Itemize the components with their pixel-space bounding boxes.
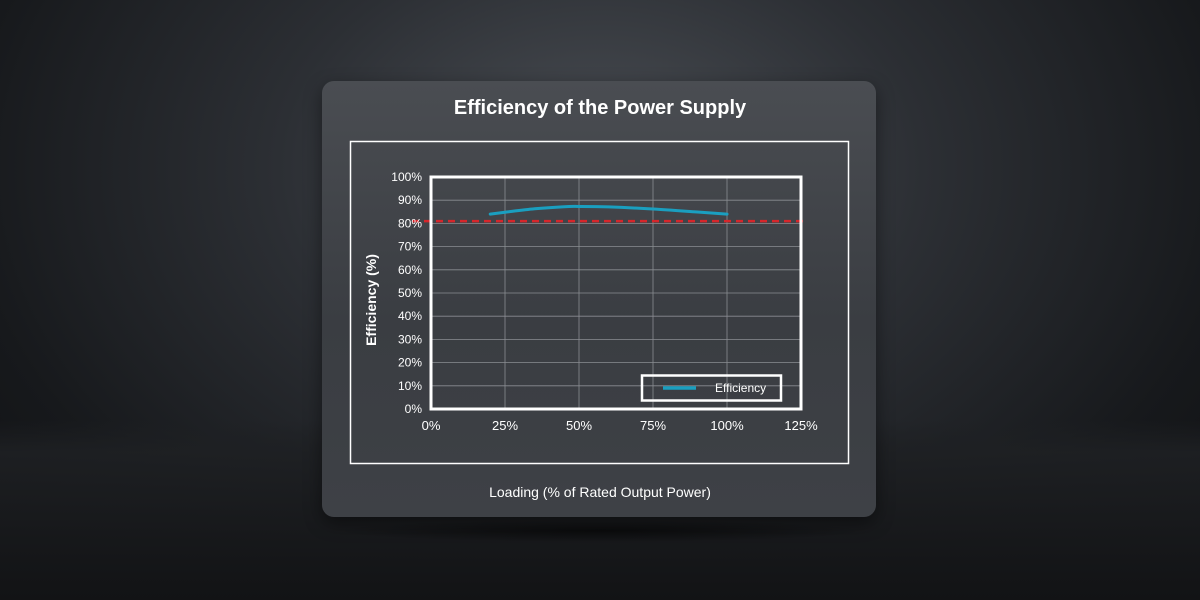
x-tick-label: 75%: [640, 418, 666, 433]
series-line-efficiency: [488, 204, 729, 216]
x-tick-label: 100%: [710, 418, 744, 433]
y-tick-label: 20%: [398, 356, 422, 370]
y-axis-label: Efficiency (%): [363, 254, 379, 346]
x-tick-label: 25%: [492, 418, 518, 433]
y-tick-label: 70%: [398, 240, 422, 254]
x-tick-label: 0%: [422, 418, 441, 433]
x-tick-label: 125%: [784, 418, 818, 433]
y-tick-label: 50%: [398, 286, 422, 300]
y-tick-labels: 0% 10% 20% 30% 40% 50% 60% 70% 80% 90% 100%: [391, 170, 422, 416]
x-axis-label: Loading (% of Rated Output Power): [489, 484, 711, 500]
x-tick-label: 50%: [566, 418, 592, 433]
y-tick-label: 100%: [391, 170, 422, 184]
legend: Efficiency: [640, 374, 783, 402]
y-tick-label: 90%: [398, 193, 422, 207]
y-tick-label: 40%: [398, 309, 422, 323]
y-tick-label: 30%: [398, 332, 422, 346]
y-tick-label: 60%: [398, 263, 422, 277]
chart-frame: [349, 140, 850, 465]
chart-card: [322, 81, 876, 517]
plot-area-border: [429, 175, 803, 411]
y-tick-label: 10%: [398, 379, 422, 393]
grid-layer: [430, 176, 802, 410]
y-tick-label: 0%: [405, 402, 423, 416]
chart-title: Efficiency of the Power Supply: [453, 97, 747, 119]
card-shadow: [332, 520, 868, 542]
x-tick-labels: 0% 25% 50% 75% 100% 125%: [422, 418, 818, 433]
y-tick-label: 80%: [398, 216, 422, 230]
legend-box: [640, 374, 783, 402]
legend-label: Efficiency: [715, 381, 766, 395]
series-layer: [488, 204, 729, 216]
